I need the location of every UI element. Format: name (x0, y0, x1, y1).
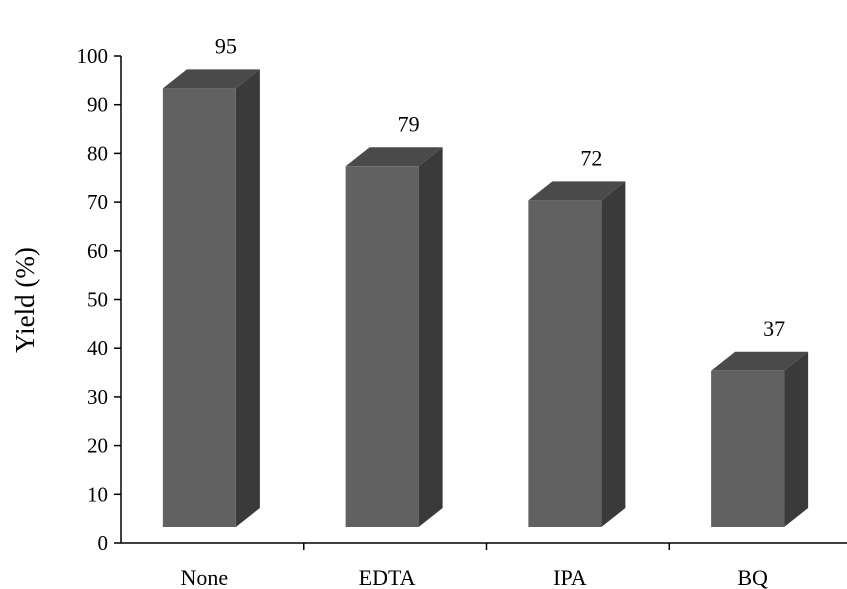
bar-side-face (601, 181, 626, 528)
bar-top-face (528, 181, 626, 201)
value-labels: 95 79 72 37 (215, 33, 785, 340)
category-label: EDTA (359, 565, 416, 589)
bar-side-face (235, 69, 260, 527)
value-label: 95 (215, 33, 237, 58)
category-labels: None EDTA IPA BQ (181, 565, 768, 589)
bar-front-face (528, 200, 602, 528)
y-axis-title: Yield (%) (10, 247, 40, 353)
y-tick-label: 90 (87, 93, 108, 117)
y-tick-label: 10 (87, 482, 108, 506)
bar-front-face (345, 166, 419, 527)
x-ticks (303, 543, 670, 550)
bar-side-face (418, 147, 443, 527)
bars (162, 69, 809, 528)
value-label: 37 (763, 316, 785, 341)
value-label: 79 (398, 111, 420, 136)
y-tick-label: 50 (87, 288, 108, 312)
y-tick-label: 40 (87, 336, 108, 360)
value-label: 72 (580, 145, 602, 170)
bar-side-face (784, 351, 809, 527)
bar-top-face (345, 147, 443, 167)
bar-bq (711, 351, 809, 527)
y-tick-label: 70 (87, 190, 108, 214)
bar-front-face (711, 370, 785, 527)
category-label: IPA (553, 565, 587, 589)
category-label: None (181, 565, 229, 589)
category-label: BQ (737, 565, 768, 589)
y-tick-label: 80 (87, 141, 108, 165)
y-tick-label: 60 (87, 239, 108, 263)
y-tick-label: 0 (98, 531, 109, 555)
bar-top-face (162, 69, 260, 89)
bar-none (162, 69, 260, 527)
bar-front-face (162, 88, 236, 527)
y-axis-title-group: Yield (%) (10, 247, 40, 353)
y-tick-label: 30 (87, 385, 108, 409)
y-tick-label: 20 (87, 434, 108, 458)
y-tick-label: 100 (77, 44, 109, 68)
bar-top-face (711, 351, 809, 371)
y-ticks: 0 10 20 30 40 50 60 70 80 90 100 (77, 44, 121, 555)
bar-edta (345, 147, 443, 527)
bar-ipa (528, 181, 626, 528)
